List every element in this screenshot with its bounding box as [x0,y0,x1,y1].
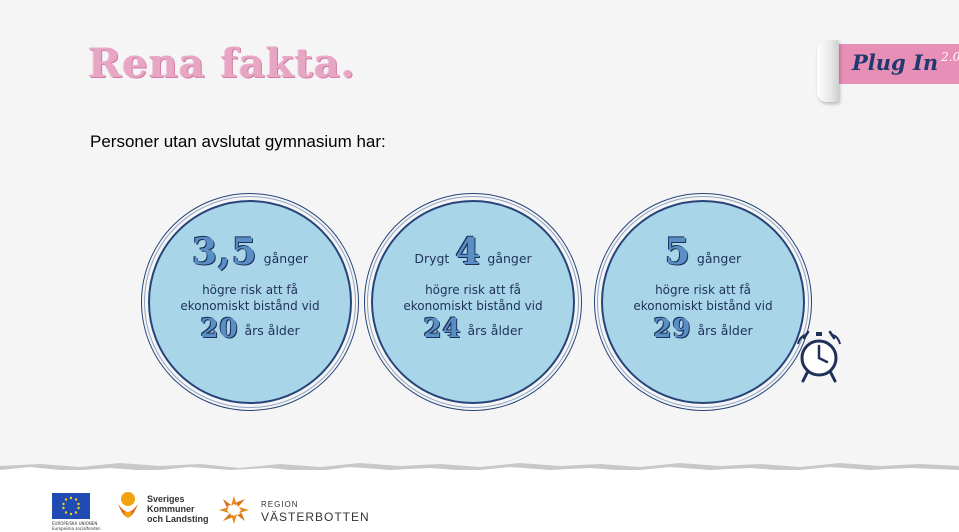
stat-description-line2: ekonomiskt bistånd vid [633,299,773,313]
footer [0,470,959,532]
page-title: Rena fakta. [88,40,356,87]
stat-description-line2: ekonomiskt bistånd vid [403,299,543,313]
stat-circle-2: Drygt 4 gånger högre risk att få ekonomi… [371,200,575,404]
stat-age: 20 [200,314,239,344]
skl-line3: och Landsting [147,514,209,524]
stat-description-line2: ekonomiskt bistånd vid [180,299,320,313]
stat-age: 29 [653,314,692,344]
region-vasterbotten-logo-icon [219,496,249,524]
stat-age-label: års ålder [244,323,300,338]
stat-number: 5 [664,231,691,273]
stat-number: 3,5 [192,231,258,273]
skl-logo-icon [118,492,138,518]
eu-caption-line1: EUROPEISKA UNIONEN [52,521,98,526]
region-label-big: VÄSTERBOTTEN [261,510,370,524]
subtitle: Personer utan avslutat gymnasium har: [90,132,386,151]
region-label-small: REGION [261,500,299,509]
brand-name: Plug In [852,50,939,75]
stat-age-label: års ålder [697,323,753,338]
skl-logo-text: Sveriges Kommuner och Landsting [147,494,209,524]
brand-version: 2.0 [941,50,959,64]
skl-line2: Kommuner [147,504,195,514]
brand-banner-curl [817,40,839,102]
brand-banner [830,44,959,84]
eu-caption: EUROPEISKA UNIONEN Europeiska socialfond… [52,521,101,531]
stat-unit: gånger [696,251,742,266]
eu-caption-line2: Europeiska socialfonden [52,526,101,531]
stat-description-line1: högre risk att få [655,283,751,297]
stat-age-label: års ålder [467,323,523,338]
stat-age: 24 [423,314,462,344]
stat-unit: gånger [263,251,308,266]
stat-circle-3: 5 gånger högre risk att få ekonomiskt bi… [601,200,805,404]
stat-number: 4 [455,231,482,273]
eu-flag-icon [52,493,90,519]
skl-line1: Sveriges [147,494,185,504]
stat-unit: gånger [487,251,532,266]
stat-description-line1: högre risk att få [425,283,521,297]
stat-circle-1: 3,5 gånger högre risk att få ekonomiskt … [148,200,352,404]
alarm-clock-icon [797,330,841,383]
stat-prefix: Drygt [414,251,450,266]
brand-logo: Plug In 2.0 [852,50,959,75]
stat-description-line1: högre risk att få [202,283,298,297]
